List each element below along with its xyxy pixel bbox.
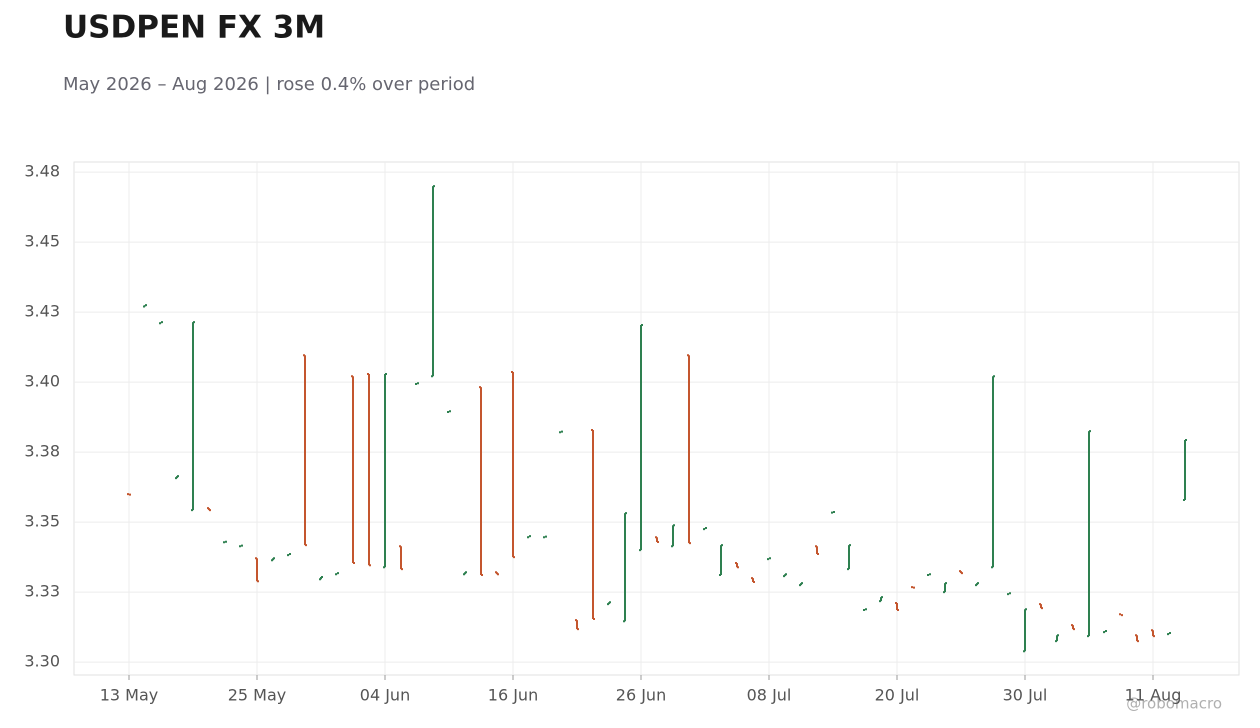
ohlc-bar <box>1103 630 1107 634</box>
ohlc-bar <box>1087 430 1091 638</box>
ohlc-bar <box>559 430 563 434</box>
ohlc-bar <box>639 323 643 552</box>
x-tick-label: 08 Jul <box>747 686 792 705</box>
ohlc-bar <box>271 557 275 562</box>
ohlc-bar <box>287 553 291 557</box>
ohlc-bar <box>1167 631 1171 636</box>
ohlc-bar <box>831 511 835 514</box>
ohlc-bar <box>687 354 691 545</box>
ohlc-bar <box>207 507 211 512</box>
watermark: @robomacro <box>1126 695 1222 713</box>
ohlc-bar <box>351 375 355 564</box>
ohlc-bar <box>1071 624 1075 631</box>
y-tick-label: 3.33 <box>24 582 60 601</box>
ohlc-bar <box>767 557 771 561</box>
ohlc-bar <box>943 582 947 594</box>
ohlc-bar <box>591 428 595 620</box>
ohlc-bar <box>1023 608 1027 653</box>
ohlc-bar <box>255 557 259 583</box>
ohlc-bar <box>735 561 739 569</box>
y-tick-label: 3.45 <box>24 232 60 251</box>
x-tick-label: 26 Jun <box>616 686 666 705</box>
ohlc-bar <box>815 545 819 556</box>
y-tick-label: 3.38 <box>24 442 60 461</box>
ohlc-bar <box>1007 592 1011 596</box>
ohlc-bar <box>703 526 707 531</box>
ohlc-bar <box>479 386 483 577</box>
x-tick-label: 25 May <box>228 686 287 705</box>
x-tick-label: 13 May <box>100 686 159 705</box>
ohlc-bar <box>655 536 659 543</box>
y-tick-label: 3.40 <box>24 372 60 391</box>
ohlc-bar <box>879 596 883 603</box>
ohlc-bar <box>239 544 243 548</box>
ohlc-bar <box>415 382 419 386</box>
y-tick-label: 3.43 <box>24 302 60 321</box>
plot-frame <box>73 161 1240 676</box>
ohlc-bar <box>607 601 611 606</box>
ohlc-bar <box>959 570 963 575</box>
ohlc-bar <box>1183 439 1187 501</box>
ohlc-bar <box>927 573 931 577</box>
ohlc-bar <box>127 493 131 496</box>
ohlc-bar <box>799 582 803 587</box>
ohlc-bar <box>719 544 723 577</box>
ohlc-bar <box>527 535 531 539</box>
ohlc-bar <box>975 582 979 587</box>
ohlc-bar <box>1119 613 1123 617</box>
ohlc-bar <box>319 575 323 581</box>
y-tick-label: 3.30 <box>24 652 60 671</box>
ohlc-bar <box>911 586 915 589</box>
y-tick-label: 3.48 <box>24 162 60 181</box>
ohlc-bar <box>575 619 579 631</box>
ohlc-bar <box>223 540 227 544</box>
ohlc-bar <box>175 475 179 480</box>
chart-title: USDPEN FX 3M <box>63 10 325 46</box>
ohlc-bar <box>463 571 467 576</box>
ohlc-bar <box>511 371 515 559</box>
ohlc-bar <box>399 545 403 571</box>
ohlc-bar <box>447 410 451 414</box>
ohlc-bar <box>1135 634 1139 643</box>
ohlc-bar <box>143 304 147 308</box>
y-tick-label: 3.35 <box>24 512 60 531</box>
x-tick-label: 16 Jun <box>488 686 538 705</box>
ohlc-bar <box>367 372 371 567</box>
ohlc-bar <box>495 571 499 576</box>
ohlc-bar <box>303 354 307 547</box>
ohlc-bar <box>335 572 339 576</box>
ohlc-bar <box>159 321 163 325</box>
x-tick-label: 20 Jul <box>875 686 920 705</box>
x-tick-label: 30 Jul <box>1003 686 1048 705</box>
ohlc-bar <box>671 524 675 548</box>
ohlc-bar <box>847 544 851 571</box>
ohlc-bar <box>783 573 787 578</box>
x-tick-label: 11 Aug <box>1125 686 1182 705</box>
chart-subtitle: May 2026 – Aug 2026 | rose 0.4% over per… <box>63 74 475 95</box>
ohlc-bar <box>623 512 627 623</box>
ohlc-bar <box>1055 634 1059 643</box>
ohlc-bar <box>863 608 867 612</box>
ohlc-bar <box>191 321 195 512</box>
ohlc-bar <box>895 602 899 612</box>
ohlc-bar <box>543 535 547 539</box>
ohlc-bar <box>1151 629 1155 638</box>
ohlc-bar <box>383 372 387 569</box>
ohlc-bar <box>751 577 755 584</box>
ohlc-bar <box>991 375 995 569</box>
ohlc-bar <box>431 185 435 378</box>
ohlc-bar <box>1039 603 1043 610</box>
x-tick-label: 04 Jun <box>360 686 410 705</box>
